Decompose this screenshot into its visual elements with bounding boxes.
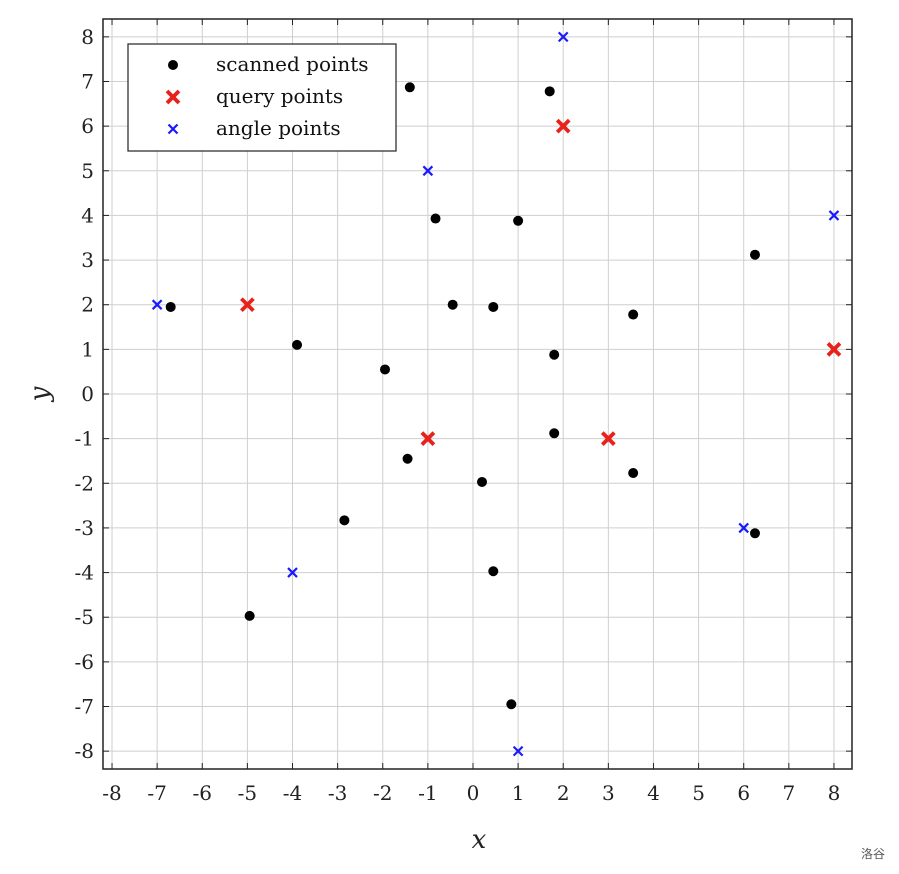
y-tick-label: 4 — [81, 203, 94, 227]
x-tick-label: 5 — [692, 781, 705, 805]
scanned-points-marker — [402, 453, 413, 464]
y-tick-label: -3 — [75, 516, 94, 540]
x-tick-label: -3 — [328, 781, 347, 805]
y-axis-label: y — [25, 386, 55, 402]
legend-angle-points-marker-stroke — [167, 123, 179, 135]
x-tick-label: 1 — [512, 781, 525, 805]
y-tick-label: 0 — [81, 382, 94, 406]
x-tick-label: -8 — [102, 781, 121, 805]
y-tick-label: -8 — [75, 739, 94, 763]
x-tick-label: -5 — [238, 781, 257, 805]
legend-scanned-points-label: scanned points — [216, 52, 369, 76]
data-marks — [151, 31, 842, 757]
legend-angle-points-label: angle points — [216, 116, 341, 140]
scanned-points-marker — [477, 476, 488, 487]
angle-points-marker — [287, 567, 298, 578]
angle-points-marker-stroke — [738, 522, 749, 534]
y-tick-labels: -8 -7 -6 -5 -4 -3 -2 -1 0 1 2 3 4 5 6 7 8 — [75, 25, 94, 763]
legend: scanned points query points angle points — [127, 43, 397, 152]
y-tick-label: 3 — [81, 248, 94, 272]
scanned-points-marker — [488, 301, 499, 312]
y-tick-label: 2 — [81, 293, 94, 317]
scanned-points-marker — [488, 566, 499, 577]
query-points-marker — [420, 431, 436, 446]
angle-points-marker — [422, 165, 434, 177]
query-points-marker — [826, 342, 842, 357]
y-tick-label: -2 — [75, 471, 94, 495]
scanned-points-marker — [244, 610, 255, 621]
y-tick-label: -5 — [75, 605, 94, 629]
query-points-marker — [601, 431, 616, 446]
scanned-points-marker — [292, 339, 303, 350]
angle-points-marker — [151, 299, 163, 310]
angle-points-marker — [738, 522, 749, 534]
y-tick-label: -6 — [75, 650, 94, 674]
x-tick-label: 7 — [782, 781, 795, 805]
scanned-points-marker — [513, 215, 524, 226]
watermark-text: 洛谷 — [860, 847, 885, 861]
y-tick-label: 1 — [81, 337, 94, 361]
x-tick-label: -2 — [373, 781, 392, 805]
angle-points-marker-stroke — [828, 210, 840, 221]
query-points-marker — [240, 297, 255, 313]
y-tick-label: -4 — [75, 561, 94, 585]
scanned-points-marker — [628, 309, 639, 320]
y-tick-label: 5 — [81, 159, 94, 183]
angle-points-marker-stroke — [151, 299, 163, 310]
scanned-points-marker — [404, 82, 415, 93]
x-tick-label: 3 — [602, 781, 615, 805]
legend-scanned-points-marker — [168, 60, 178, 70]
legend-angle-points-marker — [167, 123, 179, 135]
query-points-marker-stroke — [240, 297, 255, 313]
query-points-marker-stroke — [601, 431, 616, 446]
scanned-points-marker — [749, 249, 760, 260]
angle-points-marker-stroke — [422, 165, 434, 177]
y-tick-label: 7 — [81, 70, 94, 94]
x-tick-label: 8 — [828, 781, 841, 805]
scanned-points-marker — [544, 86, 555, 97]
y-tick-label: 6 — [81, 114, 94, 138]
scanned-points-marker — [339, 515, 350, 526]
y-tick-label: -1 — [75, 427, 94, 451]
x-tick-label: 4 — [647, 781, 660, 805]
scanned-points-marker — [380, 364, 391, 375]
y-tick-label: -7 — [75, 695, 94, 719]
scanned-points-marker — [549, 349, 560, 360]
y-tick-label: 8 — [81, 25, 94, 49]
x-axis-label: x — [472, 825, 487, 855]
legend-query-points-label: query points — [216, 84, 343, 108]
x-tick-label: -1 — [418, 781, 437, 805]
scanned-points-marker — [628, 468, 639, 479]
query-points-marker-stroke — [420, 431, 436, 446]
x-tick-labels: -8 -7 -6 -5 -4 -3 -2 -1 0 1 2 3 4 5 6 7 8 — [102, 781, 840, 805]
legend-query-points-marker — [165, 89, 181, 105]
scanned-points-marker — [549, 428, 560, 439]
angle-points-marker — [512, 745, 524, 757]
query-points-marker-stroke — [555, 118, 571, 134]
legend-query-points-marker-stroke — [165, 89, 181, 105]
scanned-points-marker — [430, 213, 441, 224]
x-tick-label: -7 — [147, 781, 166, 805]
scanned-points-marker — [749, 528, 760, 539]
x-tick-label: -4 — [283, 781, 302, 805]
query-points-marker — [555, 118, 571, 134]
angle-points-marker — [557, 31, 569, 43]
x-tick-label: 6 — [737, 781, 750, 805]
query-points-marker-stroke — [826, 342, 842, 357]
scanned-points-marker — [165, 301, 176, 312]
x-tick-label: 2 — [557, 781, 570, 805]
scanned-points-marker — [506, 699, 517, 710]
x-tick-label: 0 — [467, 781, 480, 805]
angle-points-marker-stroke — [557, 31, 569, 43]
x-tick-label: -6 — [193, 781, 212, 805]
angle-points-marker-stroke — [512, 745, 524, 757]
angle-points-marker-stroke — [287, 567, 298, 578]
scanned-points-marker — [447, 299, 458, 310]
angle-points-marker — [828, 210, 840, 221]
axis-ticks — [103, 19, 852, 769]
